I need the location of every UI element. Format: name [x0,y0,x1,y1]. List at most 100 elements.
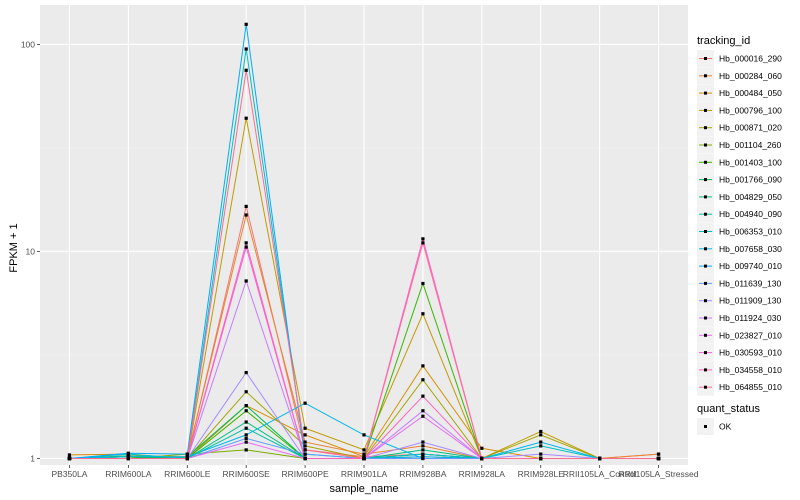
legend-key-point [704,160,707,164]
legend-label: Hb_011924_030 [719,313,782,323]
legend-key-point [704,178,707,182]
x-tick-label: RRII105LA_Control [563,469,637,479]
legend-key-point [704,264,707,268]
data-point [421,456,425,461]
legend2-label: OK [719,422,732,432]
data-point [244,241,248,245]
data-point [421,364,425,368]
point-layer [67,22,661,461]
legend-key-point [704,126,707,130]
data-point [303,456,307,461]
x-tick-label: RRIM600PE [281,469,329,479]
data-point [303,452,307,456]
data-point [480,446,484,450]
legend-label: Hb_000796_100 [719,105,782,115]
data-point [539,433,543,437]
legend-label: Hb_004940_090 [719,209,782,219]
data-point [362,433,366,437]
x-tick-label: RRIM928LA [459,469,506,479]
legend-label: Hb_023827_010 [719,330,782,340]
x-tick-label: PB350LA [51,469,87,479]
data-point [244,390,248,394]
data-point [303,433,307,437]
legend2-key-point [704,425,707,428]
legend-label: Hb_001104_260 [719,140,782,150]
data-point [244,279,248,283]
x-tick-label: RRIM600LE [164,469,211,479]
data-point [185,455,189,459]
data-point [598,456,602,461]
legend-key-point [704,57,707,60]
data-point [244,22,248,26]
data-point [362,456,366,461]
data-point [421,448,425,452]
data-point [126,456,130,461]
legend-key-point [704,368,707,372]
x-tick-label: RRIM928BA [399,469,447,479]
data-point [244,404,248,408]
data-point [244,420,248,424]
legend-label: Hb_011639_130 [719,278,782,288]
data-point [421,444,425,448]
data-point [244,47,248,51]
x-tick-label: RRII105LA_Stressed [619,469,699,479]
legend-key-point [704,316,707,320]
data-point [421,409,425,413]
data-point [244,448,248,452]
legend-key-point [704,299,707,303]
legend: tracking_id Hb_000016_290 Hb_000284_060 Hb_… [697,35,782,435]
data-point [421,312,425,316]
legend-label: Hb_064855_010 [719,382,782,392]
y-tick-label: 1 [30,453,35,463]
data-point [539,452,543,456]
data-point [244,370,248,375]
data-point [185,452,189,456]
legend-label: Hb_000871_020 [719,123,782,133]
data-point [126,455,130,459]
data-point [421,455,425,459]
legend-key-point [704,143,707,147]
legend-key-point [704,195,707,199]
data-point [244,436,248,441]
legend-key-point [704,108,707,112]
legend-label: Hb_034558_010 [719,365,782,375]
data-point [244,245,248,249]
legend-label: Hb_000016_290 [719,54,782,64]
data-point [421,281,425,286]
x-tick-label: RRIM600LA [105,469,152,479]
data-point [656,456,661,461]
data-point [539,440,543,444]
data-point [303,444,307,448]
legend-key-point [704,281,707,285]
legend-label: Hb_011909_130 [719,296,782,306]
data-point [244,204,248,209]
legend-label: Hb_000484_050 [719,88,782,98]
legend-label: Hb_009740_010 [719,261,782,271]
data-point [185,456,189,461]
data-point [421,237,425,241]
legend-label: Hb_006353_010 [719,227,782,237]
data-point [303,401,307,405]
data-point [126,451,130,455]
data-point [362,452,366,456]
data-point [362,448,366,452]
legend-label: Hb_007658_030 [719,244,782,254]
data-point [421,378,425,382]
x-tick-label: RRIM901LA [341,469,388,479]
legend-key-point [704,212,707,216]
legend-key-point [704,333,707,337]
legend-key-point [704,74,707,78]
legend-label: Hb_001403_100 [719,157,782,167]
legend-title: tracking_id [697,35,750,47]
legend-key-point [704,230,707,233]
legend-key-point [704,351,707,355]
data-point [539,429,543,434]
data-point [362,455,366,459]
x-axis-title: sample_name [329,483,398,495]
y-axis-title: FPKM + 1 [8,223,20,272]
data-point [421,452,425,456]
data-point [421,414,425,418]
data-point [244,213,248,217]
data-point [244,116,248,120]
